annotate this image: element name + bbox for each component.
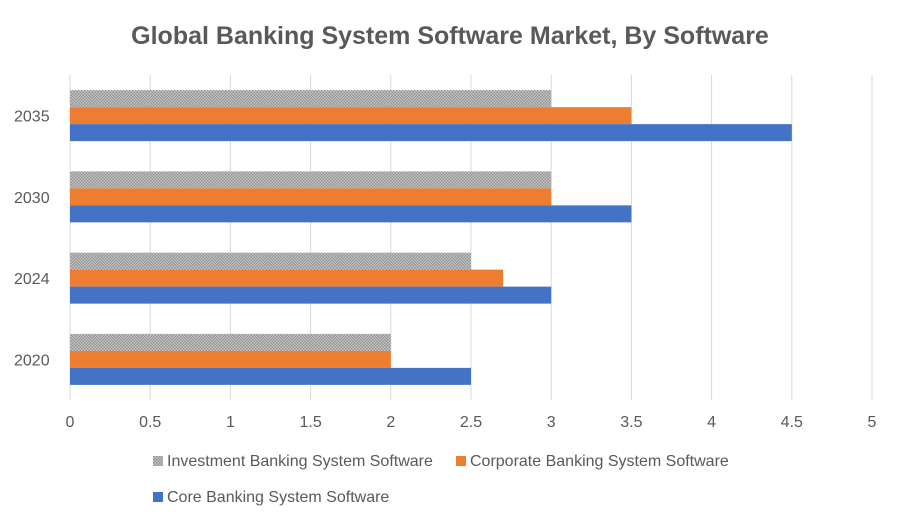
x-tick-label: 1.5 [299, 414, 321, 431]
bar [70, 124, 792, 142]
bar [70, 252, 471, 270]
chart-title: Global Banking System Software Market, B… [131, 22, 769, 50]
legend-swatch [153, 456, 163, 466]
bar [70, 333, 391, 351]
x-tick-label: 4 [707, 414, 716, 431]
x-tick-label: 5 [868, 414, 877, 431]
x-tick-label: 1 [226, 414, 235, 431]
bar [70, 350, 391, 368]
legend-label: Investment Banking System Software [167, 453, 433, 470]
x-tick-label: 0 [66, 414, 75, 431]
y-tick-label: 2024 [14, 271, 50, 288]
bar [70, 171, 552, 189]
x-tick-label: 0.5 [139, 414, 161, 431]
legend-swatch [456, 456, 466, 466]
y-tick-label: 2020 [14, 352, 50, 369]
legend-label: Corporate Banking System Software [470, 453, 729, 470]
x-tick-label: 3.5 [620, 414, 642, 431]
bar [70, 205, 632, 223]
bars [70, 90, 792, 385]
bar [70, 367, 471, 385]
x-tick-label: 3 [547, 414, 556, 431]
legend: Investment Banking System Software Corpor… [153, 453, 729, 506]
bar [70, 286, 552, 304]
y-tick-label: 2030 [14, 190, 50, 207]
bar [70, 90, 552, 108]
y-tick-label: 2035 [14, 109, 50, 126]
bar [70, 107, 632, 125]
x-tick-label: 2.5 [460, 414, 482, 431]
x-tick-label: 2 [386, 414, 395, 431]
legend-label: Core Banking System Software [167, 489, 389, 506]
x-tick-label: 4.5 [781, 414, 803, 431]
y-tick-labels: 2020 2024 2030 2035 [14, 109, 50, 370]
x-tick-labels: 0 0.5 1 1.5 2 2.5 3 3.5 4 4.5 5 [66, 414, 877, 431]
bar [70, 188, 552, 206]
legend-swatch [153, 492, 163, 502]
bar [70, 269, 504, 287]
